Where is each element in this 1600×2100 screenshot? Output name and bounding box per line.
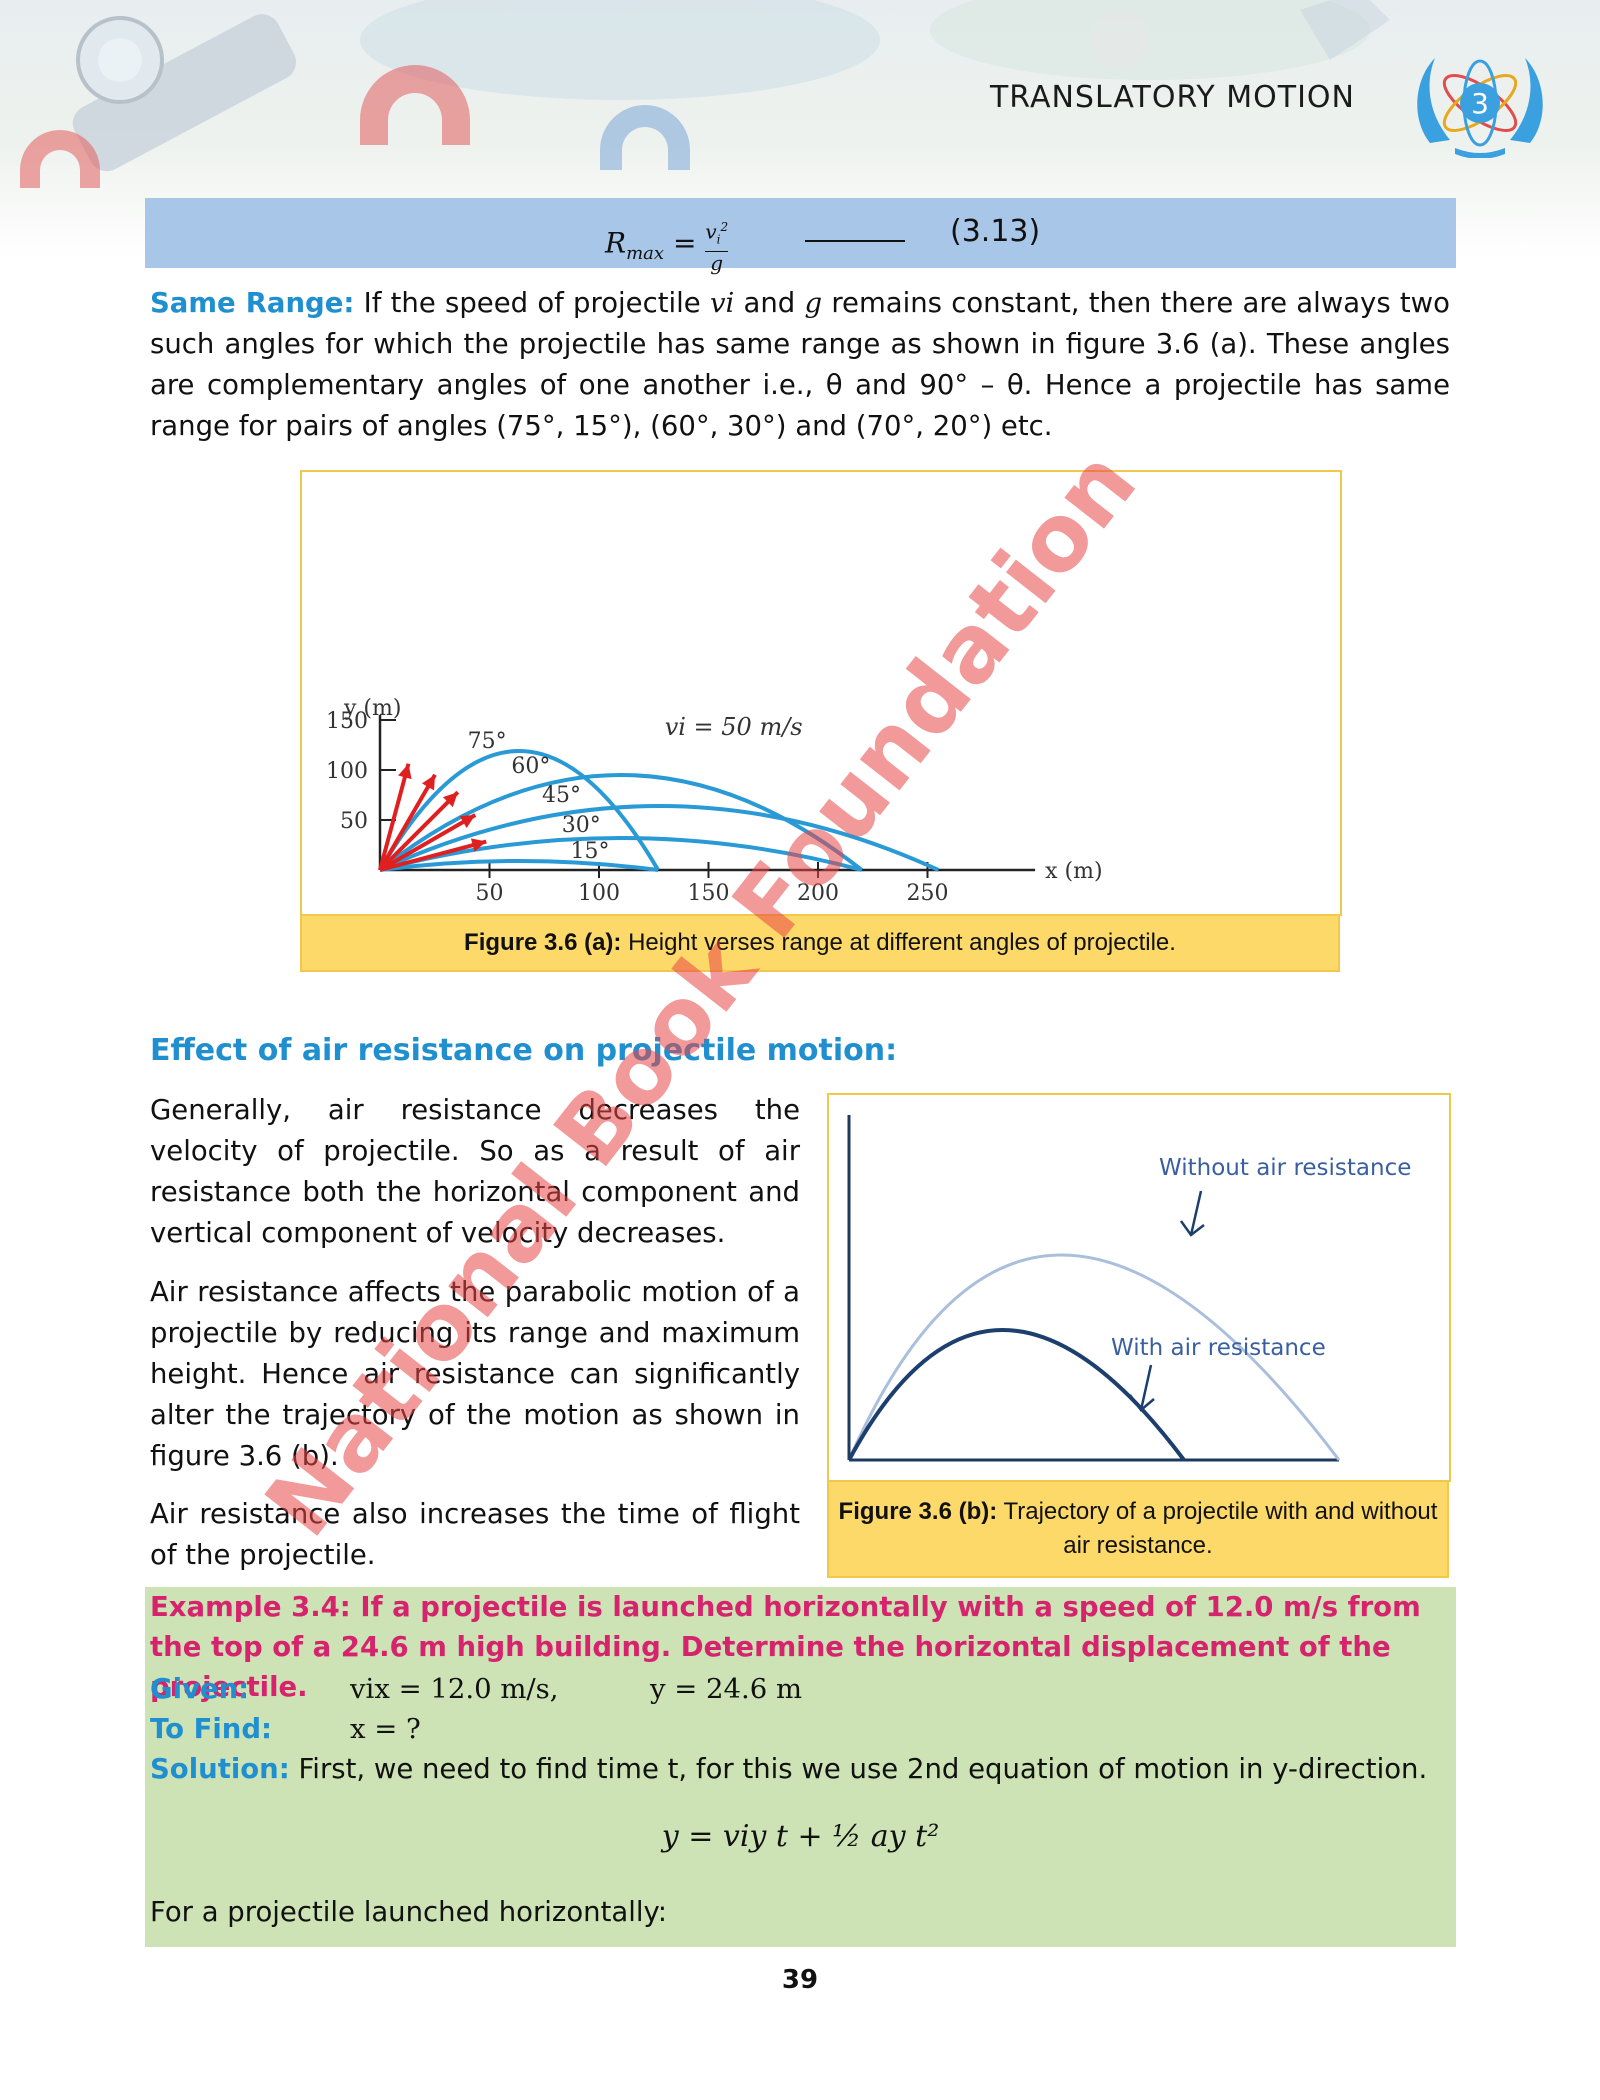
- trajectory-without-air-resistance: [847, 1253, 1341, 1461]
- to-find-value: x = ?: [350, 1713, 421, 1745]
- equation-blank-line: [805, 240, 905, 242]
- air-resistance-heading: Effect of air resistance on projectile m…: [150, 1033, 898, 1068]
- to-find-label: To Find:: [150, 1713, 273, 1745]
- velocity-arrow-30: [378, 813, 477, 872]
- same-range-paragraph: Same Range: If the speed of projectile v…: [150, 283, 1450, 447]
- angle-label-60: 60°: [511, 754, 550, 779]
- example-title: Example 3.4: If a projectile is launched…: [150, 1591, 1421, 1703]
- velocity-arrowhead-30: [459, 815, 476, 829]
- rocket-icon: [1090, 0, 1390, 70]
- air-resistance-p2: Air resistance affects the parabolic mot…: [150, 1276, 800, 1472]
- figure-a-caption-text: Height verses range at different angles …: [621, 929, 1176, 956]
- solution-line: Solution: First, we need to find time t,…: [150, 1749, 1450, 1789]
- arrow-with-icon: [1128, 1364, 1155, 1412]
- y-tick-label: 50: [340, 809, 368, 834]
- vi-symbol: vi: [709, 287, 735, 319]
- velocity-arrow-15: [379, 839, 487, 872]
- x-tick-label: 150: [688, 881, 730, 906]
- chapter-title: TRANSLATORY MOTION: [989, 80, 1355, 115]
- given-line: Given: vix = 12.0 m/s, y = 24.6 m: [150, 1669, 802, 1709]
- velocity-arrow-60: [378, 773, 437, 872]
- x-tick-label: 100: [578, 881, 620, 906]
- projectile-range-chart: x (m) y (m) 50 100 150 200 250 50 100 150 vi = 50 …: [326, 696, 1103, 906]
- figure-3-6a: x (m) y (m) 50 100 150 200 250 50 100 150 vi = 50 …: [300, 470, 1342, 916]
- figure-a-caption-label: Figure 3.6 (a):: [464, 929, 622, 956]
- launched-horizontally-line: For a projectile launched horizontally:: [150, 1896, 668, 1928]
- telescope-icon: [72, 14, 297, 172]
- trajectory-45: [379, 804, 940, 872]
- solution-text: First, we need to find time t, for this …: [289, 1753, 1428, 1785]
- air-resistance-p1: Generally, air resistance decreases the …: [150, 1094, 800, 1249]
- velocity-arrowhead-60: [421, 774, 435, 791]
- solution-label: Solution:: [150, 1753, 290, 1785]
- figure-b-caption-label: Figure 3.6 (b):: [838, 1498, 998, 1525]
- page-number: 39: [781, 1965, 819, 1995]
- motion-equation: y = viy t + ½ ay t²: [661, 1819, 940, 1854]
- x-tick-label: 250: [907, 881, 949, 906]
- x-tick-label: 50: [476, 881, 504, 906]
- trajectory-15: [379, 859, 659, 872]
- angle-label-45: 45°: [542, 783, 581, 808]
- velocity-annotation: vi = 50 m/s: [665, 713, 803, 741]
- figure-3-6a-caption: Figure 3.6 (a): Height verses range at d…: [300, 914, 1340, 972]
- velocity-arrow-45: [378, 790, 460, 872]
- velocity-arrowhead-15: [470, 838, 487, 852]
- magnet-icon: [20, 65, 690, 188]
- air-resistance-trajectory-diagram: Without air resistance With air resistan…: [847, 1115, 1411, 1462]
- label-without-air-resistance: Without air resistance: [1159, 1155, 1411, 1181]
- given-height: y = 24.6 m: [650, 1673, 803, 1705]
- angle-label-15: 15°: [571, 839, 610, 864]
- velocity-arrowhead-75: [398, 763, 412, 780]
- trajectory-60: [378, 773, 864, 872]
- y-tick-label: 150: [326, 709, 368, 734]
- velocity-arrow-75: [378, 763, 411, 871]
- same-range-text-3: remains constant, then there are always …: [150, 287, 1450, 442]
- trajectory-75: [378, 749, 660, 872]
- example-3-4-box: Example 3.4: If a projectile is launched…: [145, 1587, 1456, 1947]
- figure-3-6b: Without air resistance With air resistan…: [827, 1093, 1451, 1482]
- formula-bar: Rmax = vi2 g (3.13): [145, 198, 1456, 274]
- equation-number: (3.13): [950, 214, 1041, 249]
- x-tick-label: 200: [797, 881, 839, 906]
- x-axis-label: x (m): [1045, 859, 1102, 884]
- same-range-text-1: If the speed of projectile: [354, 287, 710, 319]
- same-range-heading: Same Range:: [150, 287, 355, 319]
- y-axis-label: y (m): [343, 696, 401, 721]
- rmax-formula: Rmax = vi2 g: [605, 216, 729, 274]
- figure-3-6b-caption: Figure 3.6 (b): Trajectory of a projecti…: [827, 1480, 1449, 1578]
- trajectory-30: [379, 836, 863, 872]
- air-resistance-p3: Air resistance also increases the time o…: [150, 1498, 800, 1571]
- y-tick-label: 100: [326, 759, 368, 784]
- g-symbol: g: [804, 287, 823, 319]
- label-with-air-resistance: With air resistance: [1111, 1335, 1326, 1361]
- given-velocity: vix = 12.0 m/s,: [350, 1673, 559, 1705]
- same-range-text-2: and: [734, 287, 805, 319]
- arrow-without-icon: [1179, 1190, 1205, 1237]
- angle-label-30: 30°: [562, 813, 601, 838]
- chapter-badge-icon: 3: [1417, 58, 1543, 158]
- chapter-number: 3: [1471, 87, 1489, 120]
- figure-b-caption-text: Trajectory of a projectile with and with…: [997, 1498, 1438, 1559]
- to-find-line: To Find: x = ?: [150, 1709, 421, 1749]
- given-label: Given:: [150, 1673, 250, 1705]
- banner-illustration: [20, 0, 1390, 188]
- angle-label-75: 75°: [468, 729, 507, 754]
